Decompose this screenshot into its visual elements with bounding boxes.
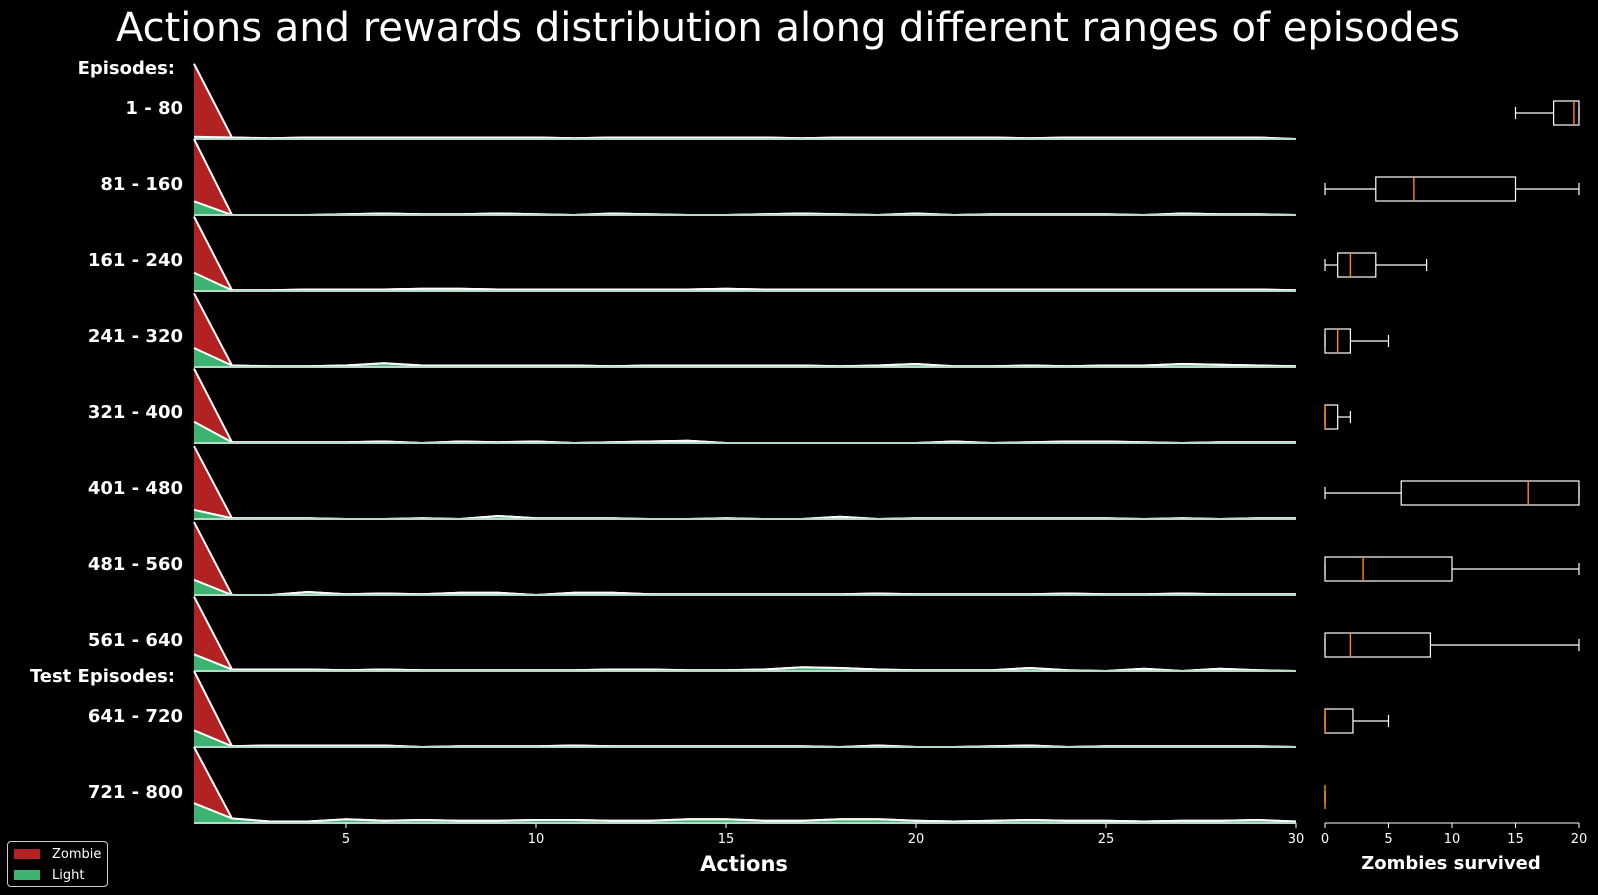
ridge-row: 81 - 160 (100, 138, 1297, 217)
boxplot-box (1324, 632, 1580, 658)
zombie-area (194, 368, 1296, 443)
zombies-axis-label: Zombies survived (1361, 853, 1541, 874)
legend-item-light: Light (14, 866, 84, 884)
zombie-line (193, 670, 1297, 749)
boxplot-box (1324, 252, 1428, 278)
ridge-row-label: 641 - 720 (88, 706, 183, 727)
boxplot-x-tick-label: 15 (1507, 832, 1524, 847)
chart-legend: Zombie Light (7, 841, 108, 887)
zombie-area (194, 747, 1296, 822)
light-area (194, 654, 1296, 671)
boxplot-box (1324, 176, 1580, 202)
ridge-row: 641 - 720 (88, 670, 1297, 749)
section-label-episodes: Episodes: (78, 58, 175, 79)
light-line (193, 271, 1297, 292)
iqr-box (1324, 556, 1453, 582)
ridge-row-label: 481 - 560 (88, 554, 183, 575)
ridge-row-label: 1 - 80 (125, 98, 183, 119)
x-tick-label: 30 (1288, 832, 1305, 847)
x-tick-label: 15 (718, 832, 735, 847)
boxplot-box (1324, 404, 1352, 430)
boxplot-x-tick-label: 20 (1571, 832, 1588, 847)
ridge-rows: 1 - 80 81 - 160 161 - 240 241 - 320 321 - 40… (88, 63, 1297, 824)
ridge-row: 321 - 400 (88, 368, 1296, 445)
light-line (193, 200, 1297, 217)
light-area (194, 421, 1296, 443)
chart-title: Actions and rewards distribution along d… (116, 5, 1460, 51)
legend-item-zombie: Zombie (14, 845, 101, 863)
ridge-row-label: 401 - 480 (88, 478, 183, 499)
ridge-row: 561 - 640 (88, 596, 1297, 673)
actions-x-axis: 5 10 15 20 25 30 (342, 823, 1304, 847)
ridge-row: 481 - 560 (88, 521, 1296, 597)
boxplot-panel (1324, 100, 1580, 809)
iqr-box (1552, 100, 1580, 126)
zombie-line (193, 368, 1296, 445)
zombie-line (193, 138, 1297, 217)
boxplot-box (1324, 328, 1390, 354)
x-tick-label: 20 (908, 832, 925, 847)
iqr-box (1400, 480, 1580, 506)
zombie-area (194, 596, 1296, 671)
zombie-line (193, 445, 1296, 521)
boxplot-box (1514, 100, 1580, 126)
zombies-x-axis: 0 5 10 15 20 (1321, 822, 1588, 847)
ridge-row-label: 561 - 640 (88, 630, 183, 651)
boxplot-box (1324, 556, 1580, 582)
light-line (193, 653, 1297, 673)
zombie-line (193, 216, 1297, 292)
iqr-box (1337, 252, 1377, 278)
iqr-box (1324, 632, 1432, 658)
iqr-box (1375, 176, 1517, 202)
zombie-area (194, 522, 1296, 595)
ridge-row: 161 - 240 (88, 216, 1297, 292)
boxplot-x-tick-label: 5 (1384, 832, 1392, 847)
ridge-row-label: 161 - 240 (88, 250, 183, 271)
zombie-line (193, 596, 1297, 673)
ridge-row: 721 - 800 (88, 746, 1297, 824)
zombie-area (194, 216, 1296, 291)
ridge-row-label: 721 - 800 (88, 782, 183, 803)
boxplot-x-tick-label: 10 (1444, 832, 1461, 847)
x-tick-label: 10 (528, 832, 545, 847)
zombie-line (193, 746, 1297, 823)
zombie-area (194, 139, 1296, 215)
x-tick-label: 25 (1098, 832, 1115, 847)
section-label-test-episodes: Test Episodes: (30, 666, 175, 687)
legend-label-light: Light (52, 867, 85, 883)
zombie-area (194, 293, 1296, 367)
light-line (193, 420, 1296, 445)
legend-swatch-zombie (14, 849, 40, 859)
zombie-line (193, 292, 1297, 368)
zombie-area (194, 671, 1296, 747)
zombie-line (193, 521, 1296, 597)
boxplot-x-tick-label: 0 (1321, 832, 1329, 847)
ridge-row-label: 321 - 400 (88, 402, 183, 423)
iqr-box (1324, 708, 1354, 734)
zombie-line (193, 63, 1297, 140)
boxplot-box (1324, 480, 1580, 506)
ridge-row-label: 81 - 160 (100, 174, 183, 195)
light-line (193, 578, 1296, 597)
ridge-row: 241 - 320 (88, 292, 1297, 368)
legend-swatch-light (14, 870, 40, 880)
ridge-row: 401 - 480 (88, 445, 1296, 521)
actions-axis-label: Actions (700, 852, 788, 876)
ridge-row: 1 - 80 (125, 63, 1297, 140)
light-area (194, 201, 1296, 215)
legend-label-zombie: Zombie (52, 846, 102, 862)
iqr-box (1324, 404, 1339, 430)
zombie-area (194, 63, 1296, 140)
light-area (194, 579, 1296, 595)
ridge-row-label: 241 - 320 (88, 326, 183, 347)
zombie-area (194, 446, 1296, 519)
boxplot-box (1324, 708, 1390, 734)
light-line (193, 347, 1297, 368)
x-tick-label: 5 (342, 832, 350, 847)
light-area (194, 348, 1296, 367)
